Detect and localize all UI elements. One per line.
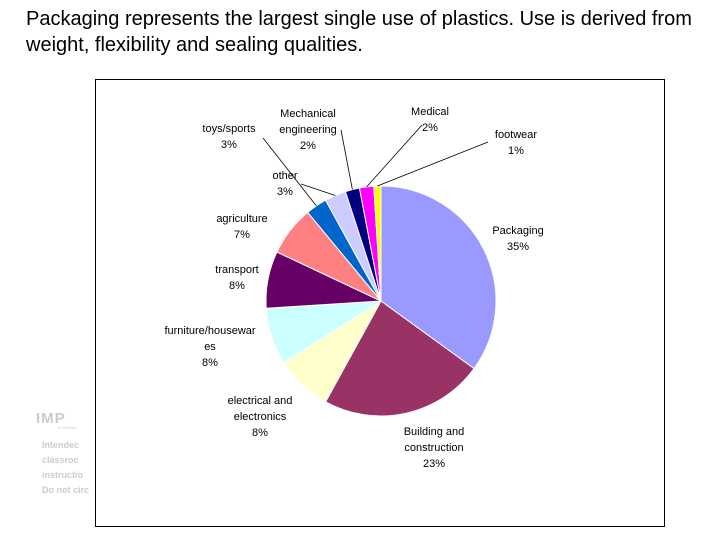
slice-label-7: other 3% — [272, 170, 297, 198]
slice-label-9: Medical 2% — [411, 106, 449, 134]
leader-line-8 — [340, 129, 353, 190]
pie-chart: Packaging 35% Building and construction 23% e… — [164, 106, 543, 470]
leader-line-10 — [377, 141, 489, 187]
slice-label-10: footwear 1% — [495, 129, 538, 157]
slice-label-6: toys/sports 3% — [202, 123, 256, 151]
slice-label-3: furniture/housewar es 8% — [164, 325, 255, 369]
pie-slice-1 — [324, 300, 475, 417]
slice-label-4: transport 8% — [215, 264, 258, 292]
chart-frame: Packaging 35% Building and construction 23% e… — [95, 79, 665, 527]
slice-label-8: Mechanical engineering 2% — [279, 108, 337, 152]
pie-slice-10 — [373, 185, 382, 302]
leader-line-9 — [366, 124, 423, 188]
leader-line-6 — [262, 137, 317, 207]
slide-heading: Packaging represents the largest single … — [26, 8, 692, 56]
pie-slice-0 — [380, 185, 497, 370]
watermark-logo-subtext: of Plastics — [58, 425, 77, 430]
leader-line-7 — [300, 183, 336, 196]
slice-label-0: Packaging 35% — [492, 225, 543, 253]
watermark-logo-text: IMP — [36, 410, 66, 427]
watermark-logo: IMP of Plastics Intendec classroc instru… — [36, 410, 106, 520]
slice-label-2: electrical and electronics 8% — [228, 395, 293, 439]
watermark-notice: Intendec classroc instructio Do not circ — [42, 440, 90, 495]
slice-label-5: agriculture 7% — [216, 213, 267, 241]
slice-label-1: Building and construction 23% — [404, 426, 465, 470]
